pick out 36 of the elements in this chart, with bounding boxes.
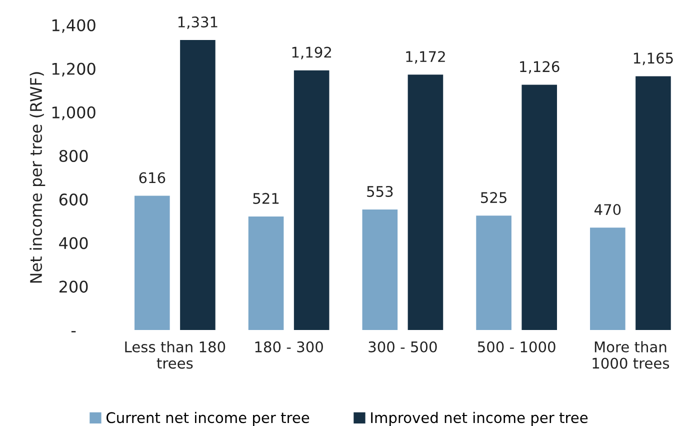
x-tick-label: 500 - 1000 — [478, 341, 556, 352]
y-tick-label: 400 — [59, 237, 88, 250]
data-label: 616 — [139, 172, 166, 184]
y-tick-label: 200 — [59, 280, 88, 293]
y-tick-label: - — [71, 331, 76, 332]
y-tick-label: 600 — [59, 194, 88, 206]
bar — [476, 216, 512, 330]
y-tick-label: 1,400 — [52, 19, 96, 33]
data-label: 1,172 — [406, 51, 445, 64]
data-label: 470 — [594, 204, 621, 216]
legend-label: Current net income per tree — [106, 412, 310, 426]
y-tick-label: 800 — [59, 150, 88, 162]
data-label: 1,165 — [634, 52, 673, 66]
x-tick-label: 180 - 300 — [255, 341, 323, 352]
bar — [134, 196, 170, 330]
data-label: 521 — [253, 192, 279, 204]
data-label: 525 — [481, 192, 506, 204]
data-label: 1,192 — [292, 46, 332, 60]
bar — [408, 74, 444, 330]
data-label: 553 — [367, 186, 393, 197]
bar — [522, 84, 557, 330]
bar — [180, 40, 216, 330]
data-label: 1,331 — [178, 16, 218, 29]
y-tick-label: 1,000 — [52, 106, 96, 120]
bar — [294, 70, 330, 330]
bar — [362, 210, 398, 330]
y-axis-title: Net income per tree (RWF) — [30, 72, 46, 283]
data-label: 1,126 — [520, 61, 560, 74]
x-tick-label: Less than 180 trees — [125, 341, 226, 369]
legend-label: Improved net income per tree — [371, 412, 588, 426]
bar — [248, 216, 284, 330]
bar — [636, 76, 671, 330]
y-tick-label: 1,200 — [52, 62, 96, 76]
bar — [590, 228, 626, 330]
x-tick-label: More than 1000 trees — [592, 341, 670, 369]
x-tick-label: 300 - 500 — [368, 341, 437, 352]
